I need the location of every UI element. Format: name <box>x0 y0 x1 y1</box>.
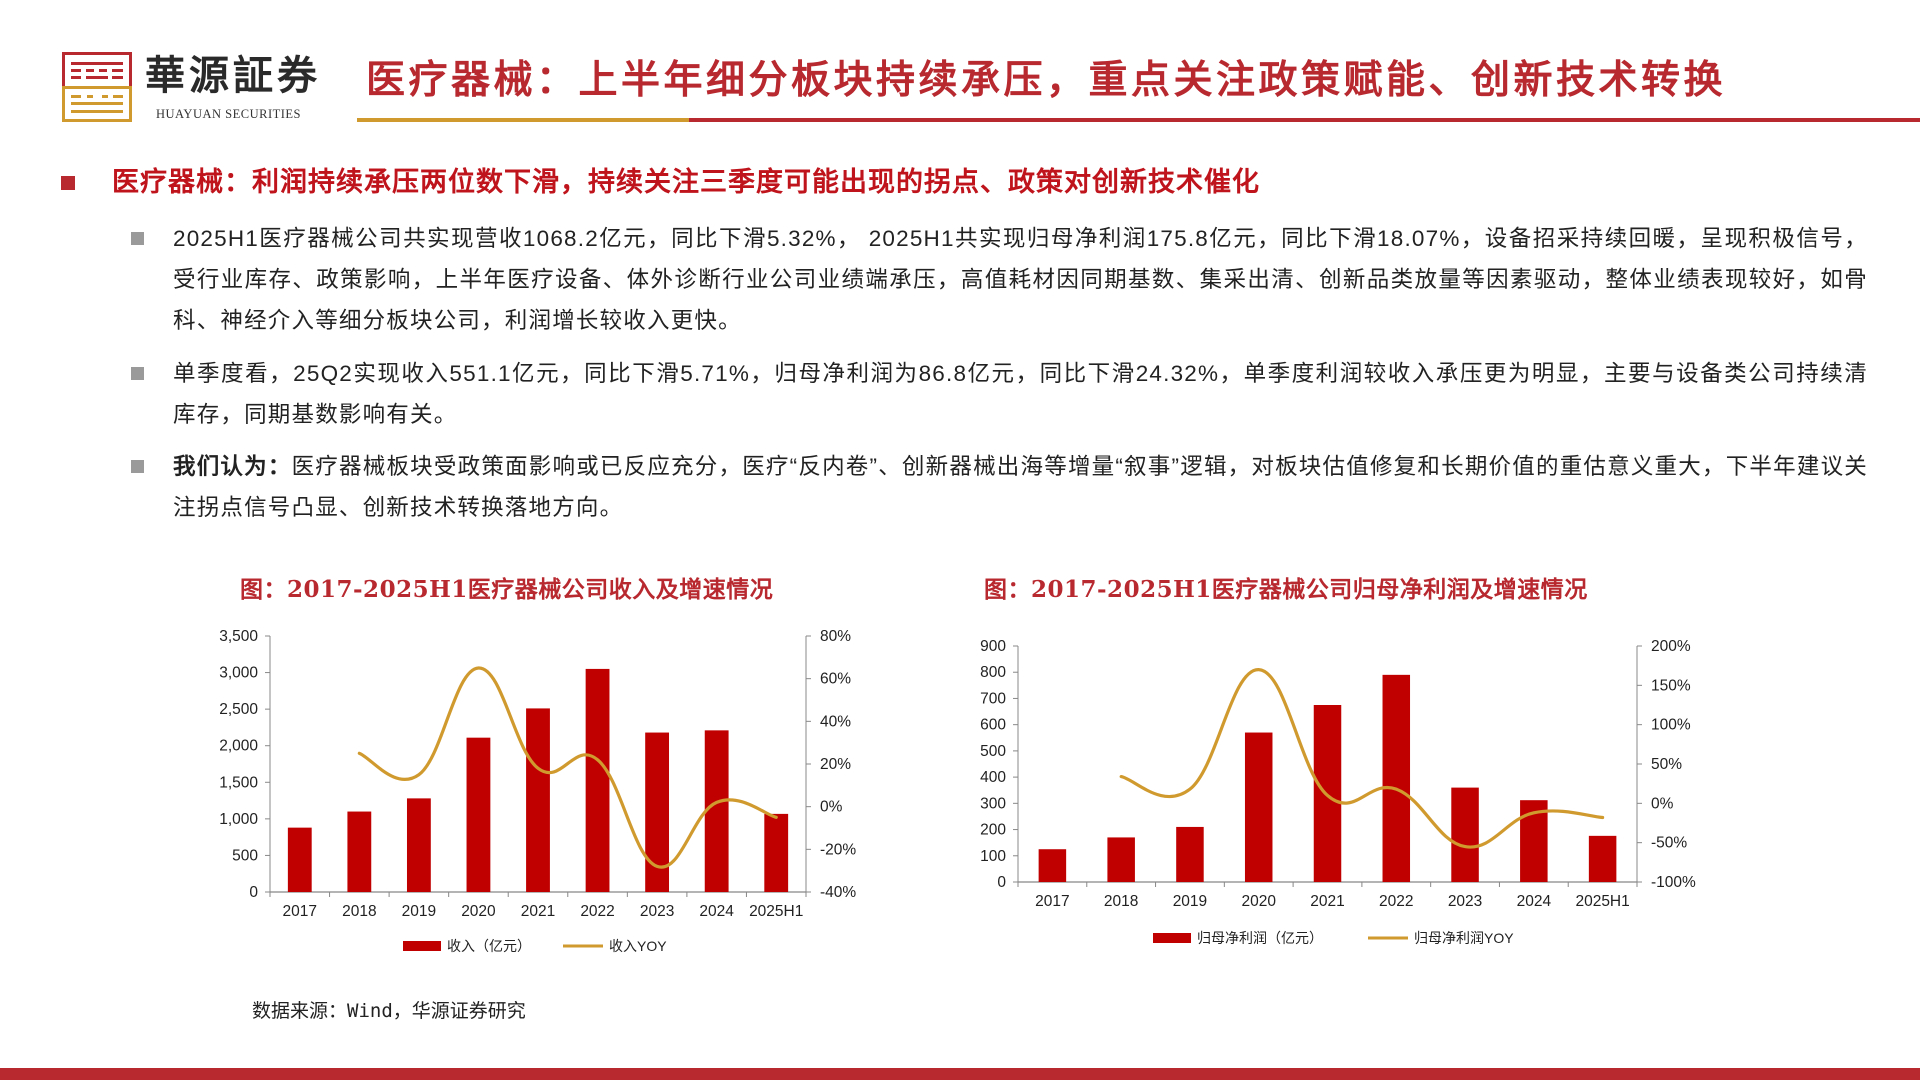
right-axis-tick: 200% <box>1651 638 1691 655</box>
bar <box>1176 826 1204 882</box>
section-headline: 医疗器械：利润持续承压两位数下滑，持续关注三季度可能出现的拐点、政策对创新技术催… <box>112 167 1260 198</box>
x-axis-label: 2019 <box>1173 893 1207 910</box>
left-axis-tick: 3,500 <box>219 628 258 645</box>
bar <box>704 730 729 892</box>
data-source-note: 数据来源：Wind，华源证券研究 <box>252 1000 526 1022</box>
logo-chinese-name: 華源証券 <box>145 52 321 99</box>
x-axis-label: 2025H1 <box>1575 893 1629 910</box>
bullet-paragraph-3: 我们认为：医疗器械板块受政策面影响或已反应充分，医疗“反内卷”、创新器械出海等增… <box>173 446 1868 528</box>
x-axis-label: 2023 <box>1448 893 1482 910</box>
x-axis-label: 2020 <box>1241 893 1276 910</box>
left-axis-tick: 3,000 <box>219 665 258 682</box>
left-axis-tick: 100 <box>980 848 1006 865</box>
bar <box>466 737 491 892</box>
right-axis-tick: 100% <box>1651 717 1691 734</box>
legend-bar-swatch <box>1153 933 1191 943</box>
left-axis-tick: 400 <box>980 769 1006 786</box>
x-axis-label: 2021 <box>1310 893 1344 910</box>
x-axis-label: 2022 <box>580 903 614 920</box>
bar <box>1382 674 1411 882</box>
x-axis-label: 2023 <box>640 903 674 920</box>
bar <box>526 708 550 892</box>
x-axis-label: 2018 <box>1104 893 1138 910</box>
left-axis-tick: 0 <box>249 884 258 901</box>
right-axis-tick: -20% <box>820 841 856 858</box>
bar <box>764 813 789 892</box>
left-axis-tick: 500 <box>980 743 1006 760</box>
x-axis-label: 2018 <box>342 903 376 920</box>
bullet-paragraph-2: 单季度看，25Q2实现收入551.1亿元，同比下滑5.71%，归母净利润为86.… <box>173 353 1868 435</box>
x-axis-label: 2024 <box>1517 893 1552 910</box>
logo-english-name: HUAYUAN SECURITIES <box>156 107 302 121</box>
bullet-lead: 我们认为： <box>173 454 292 479</box>
left-axis-tick: 700 <box>980 690 1006 707</box>
left-axis-tick: 1,000 <box>219 811 258 828</box>
chart-revenue-title: 图：2017-2025H1医疗器械公司收入及增速情况 <box>240 576 774 603</box>
bar <box>1451 787 1479 882</box>
left-axis-tick: 2,500 <box>219 701 258 718</box>
x-axis-label: 2022 <box>1379 893 1413 910</box>
bar <box>585 668 610 892</box>
left-axis-tick: 2,000 <box>219 738 258 755</box>
x-axis-label: 2024 <box>699 903 734 920</box>
bar <box>1588 835 1617 882</box>
left-axis-tick: 300 <box>980 795 1006 812</box>
bar <box>347 811 372 892</box>
section-bullet-icon <box>61 176 75 190</box>
title-underline-gold <box>357 118 689 122</box>
right-axis-tick: 0% <box>820 799 843 816</box>
right-axis-tick: 150% <box>1651 677 1691 694</box>
yoy-line <box>1119 667 1605 849</box>
x-axis-label: 2017 <box>283 903 317 920</box>
right-axis-tick: -40% <box>820 884 856 901</box>
footer-bar <box>0 1068 1920 1080</box>
page-title: 医疗器械：上半年细分板块持续承压，重点关注政策赋能、创新技术转换 <box>366 57 1727 103</box>
left-axis-tick: 200 <box>980 822 1006 839</box>
bar <box>1107 837 1135 882</box>
yoy-line <box>357 666 778 869</box>
legend-line-label: 收入YOY <box>609 938 667 954</box>
right-axis-tick: 40% <box>820 713 851 730</box>
bullet-square-icon <box>131 460 144 473</box>
bar <box>1244 732 1273 882</box>
x-axis-label: 2019 <box>402 903 436 920</box>
bullet-square-icon <box>131 232 144 245</box>
right-axis-tick: 0% <box>1651 795 1674 812</box>
bullet-text: 单季度看，25Q2实现收入551.1亿元，同比下滑5.71%，归母净利润为86.… <box>173 361 1868 427</box>
bullet-square-icon <box>131 367 144 380</box>
left-axis-tick: 900 <box>980 638 1006 655</box>
x-axis-label: 2020 <box>461 903 496 920</box>
x-axis-label: 2017 <box>1035 893 1069 910</box>
bar <box>645 732 670 892</box>
left-axis-tick: 0 <box>997 874 1006 891</box>
legend-bar-swatch <box>403 941 441 951</box>
legend-bar-label: 收入（亿元） <box>447 938 531 954</box>
chart-net-profit: 0 100 200 300 400 500 600 700 800 900 -100% -50% 0% 5… <box>980 638 1696 946</box>
bullet-text: 医疗器械板块受政策面影响或已反应充分，医疗“反内卷”、创新器械出海等增量“叙事”… <box>173 454 1868 520</box>
chart-revenue: 0 500 1,000 1,500 2,000 2,500 3,000 3,500 -40% -2… <box>219 628 856 954</box>
left-axis-tick: 1,500 <box>219 774 258 791</box>
bar <box>287 827 312 892</box>
right-axis-tick: 80% <box>820 628 851 645</box>
huayuan-logo-icon <box>62 52 132 122</box>
left-axis-tick: 600 <box>980 717 1006 734</box>
x-axis-label: 2021 <box>521 903 555 920</box>
right-axis-tick: 20% <box>820 756 851 773</box>
bar <box>406 798 431 892</box>
bullet-paragraph-1: 2025H1医疗器械公司共实现营收1068.2亿元，同比下滑5.32%， 202… <box>173 218 1868 341</box>
bullet-text: 2025H1医疗器械公司共实现营收1068.2亿元，同比下滑5.32%， 202… <box>173 226 1868 333</box>
right-axis-tick: -100% <box>1651 874 1696 891</box>
right-axis-tick: -50% <box>1651 835 1687 852</box>
bar <box>1038 849 1067 882</box>
chart-profit-title: 图：2017-2025H1医疗器械公司归母净利润及增速情况 <box>984 576 1588 603</box>
x-axis-label: 2025H1 <box>749 903 803 920</box>
right-axis-tick: 50% <box>1651 756 1682 773</box>
title-underline-red <box>689 118 1920 122</box>
legend-line-label: 归母净利润YOY <box>1414 930 1514 946</box>
left-axis-tick: 800 <box>980 664 1006 681</box>
right-axis-tick: 60% <box>820 671 851 688</box>
legend-bar-label: 归母净利润（亿元） <box>1197 930 1323 946</box>
left-axis-tick: 500 <box>232 847 258 864</box>
